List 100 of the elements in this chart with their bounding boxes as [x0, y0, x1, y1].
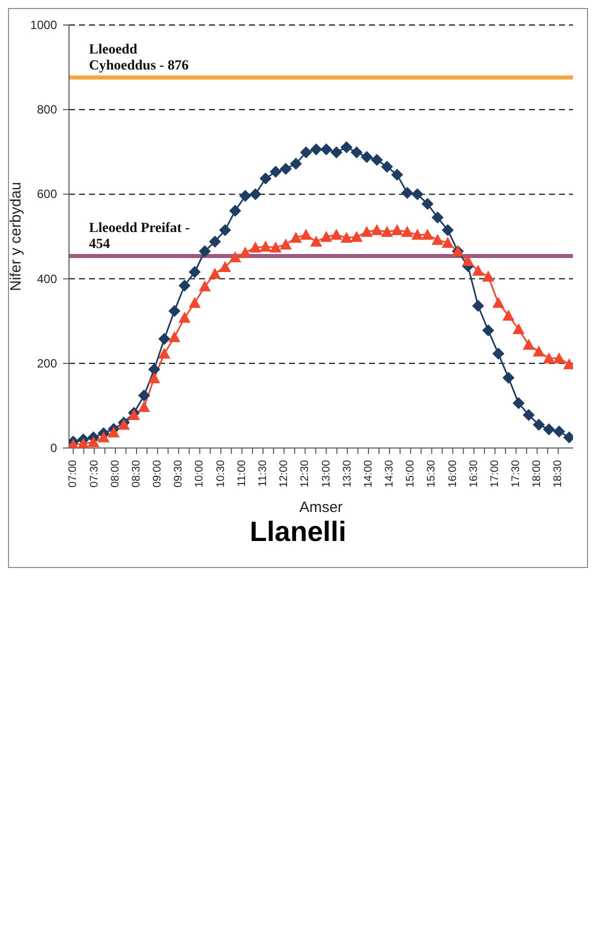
x-tick-label: 12:00 [278, 460, 290, 488]
point [290, 158, 302, 170]
point [178, 280, 191, 292]
point [239, 190, 252, 202]
point [280, 238, 292, 250]
point [229, 204, 242, 217]
y-tick-label: 0 [50, 441, 58, 455]
point [198, 245, 211, 258]
point [290, 232, 302, 243]
x-tick-label: 07:00 [67, 460, 80, 488]
x-tick-label: 12:30 [299, 460, 312, 488]
point [320, 230, 332, 242]
point [360, 150, 373, 163]
y-axis-title: Nifer y cerbydau [7, 182, 24, 292]
point [462, 255, 474, 266]
y-tick-label: 200 [36, 356, 58, 370]
point [401, 226, 414, 237]
x-tick-label: 09:00 [152, 460, 164, 488]
ref-line-label: Lleoedd Preifat - 454 [89, 220, 190, 252]
point [320, 143, 332, 156]
point [219, 260, 232, 272]
point [138, 400, 150, 412]
point [77, 438, 90, 448]
x-tick-label: 16:30 [468, 460, 480, 488]
point [168, 304, 180, 317]
point [421, 228, 434, 240]
x-tick-label: 18:00 [531, 460, 544, 488]
x-tick-label: 16:00 [446, 460, 459, 488]
point [391, 168, 404, 181]
point [492, 296, 504, 308]
point [87, 436, 100, 448]
point [260, 240, 272, 252]
x-tick-label: 10:30 [214, 460, 227, 488]
point [532, 346, 545, 357]
point [239, 246, 252, 258]
point [502, 372, 514, 384]
point [280, 162, 292, 175]
point [432, 234, 444, 245]
point [532, 418, 545, 431]
point [178, 312, 191, 323]
point [340, 141, 353, 154]
point [208, 268, 221, 279]
point [421, 198, 434, 210]
x-tick-label: 15:30 [426, 460, 438, 488]
point [391, 224, 404, 236]
point [168, 331, 180, 342]
point [411, 228, 424, 240]
point [310, 143, 322, 156]
text: Llanelli [248, 516, 348, 548]
point [270, 166, 282, 178]
point [370, 154, 383, 166]
x-axis-title: Amser [299, 499, 343, 516]
point [260, 172, 272, 185]
point [553, 352, 566, 364]
point [148, 363, 160, 376]
y-tick-label: 1000 [30, 18, 58, 32]
point [482, 270, 494, 282]
point [522, 338, 535, 350]
point [330, 146, 342, 158]
point [330, 228, 342, 240]
point [482, 324, 494, 336]
point [381, 160, 394, 173]
x-tick-label: 14:00 [362, 460, 374, 488]
y-tick-label: 400 [36, 272, 58, 286]
point [512, 397, 525, 410]
point [340, 232, 353, 243]
point [350, 146, 363, 158]
x-tick-label: 18:30 [552, 460, 564, 488]
x-tick-label: 09:30 [172, 460, 185, 488]
x-tick-label: 15:00 [404, 460, 417, 488]
point [208, 236, 221, 248]
x-tick-label: 08:00 [109, 460, 122, 488]
point [188, 296, 201, 308]
point [401, 186, 414, 199]
point [502, 310, 514, 321]
x-tick-label: 14:30 [384, 460, 396, 488]
point [138, 390, 150, 402]
x-tick-label: 17:00 [488, 460, 501, 488]
x-tick-label: 07:30 [88, 460, 100, 488]
point [442, 224, 454, 236]
point [300, 228, 312, 240]
point [219, 224, 232, 236]
point [492, 348, 504, 360]
point [158, 348, 170, 359]
point [310, 236, 322, 247]
y-tick-label: 600 [36, 187, 58, 202]
x-tick-label: 17:30 [510, 460, 522, 488]
ref-line-label: Lleoedd Cyhoeddus - 876 [89, 42, 189, 74]
x-tick-label: 11:30 [257, 460, 270, 487]
point [249, 242, 262, 252]
point [432, 211, 444, 224]
x-tick-label: 11:00 [236, 460, 248, 487]
point [128, 409, 140, 420]
point [512, 323, 525, 334]
x-tick-label: 10:00 [194, 460, 206, 488]
point [270, 242, 282, 252]
point [98, 431, 110, 442]
point [300, 146, 312, 158]
x-tick-label: 13:00 [320, 460, 332, 488]
point [442, 236, 454, 248]
